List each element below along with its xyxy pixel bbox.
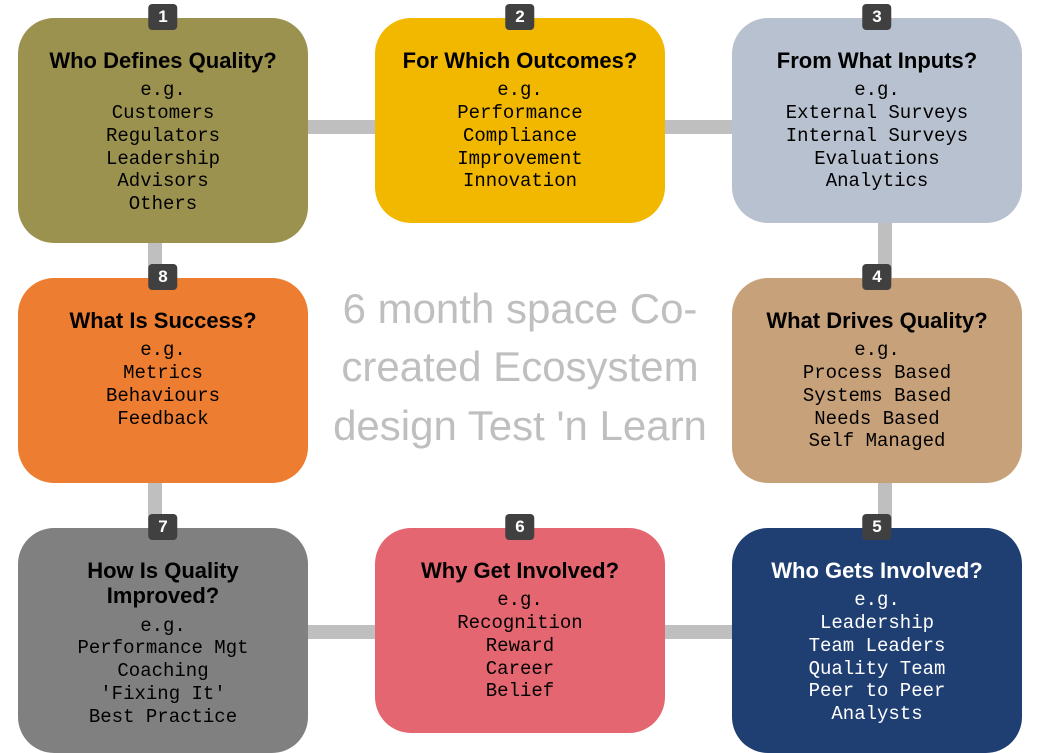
- box4-title: What Drives Quality?: [748, 308, 1006, 333]
- box4-examples: e.g. Process Based Systems Based Needs B…: [748, 339, 1006, 453]
- box2-title: For Which Outcomes?: [391, 48, 649, 73]
- box7: 7How Is Quality Improved?e.g. Performanc…: [18, 528, 308, 753]
- box5-number-badge: 5: [862, 514, 891, 540]
- box7-number-badge: 7: [148, 514, 177, 540]
- box7-examples: e.g. Performance Mgt Coaching 'Fixing It…: [34, 615, 292, 729]
- center-text: 6 month space Co-created Ecosystem desig…: [310, 279, 730, 455]
- box3-title: From What Inputs?: [748, 48, 1006, 73]
- box6: 6Why Get Involved?e.g. Recognition Rewar…: [375, 528, 665, 733]
- box3-number-badge: 3: [862, 4, 891, 30]
- box4-number-badge: 4: [862, 264, 891, 290]
- box5-title: Who Gets Involved?: [748, 558, 1006, 583]
- box1-title: Who Defines Quality?: [34, 48, 292, 73]
- box3-examples: e.g. External Surveys Internal Surveys E…: [748, 79, 1006, 193]
- box6-number-badge: 6: [505, 514, 534, 540]
- box6-examples: e.g. Recognition Reward Career Belief: [391, 589, 649, 703]
- box5-examples: e.g. Leadership Team Leaders Quality Tea…: [748, 589, 1006, 726]
- box2-examples: e.g. Performance Compliance Improvement …: [391, 79, 649, 193]
- box1-number-badge: 1: [148, 4, 177, 30]
- box8: 8What Is Success?e.g. Metrics Behaviours…: [18, 278, 308, 483]
- box8-examples: e.g. Metrics Behaviours Feedback: [34, 339, 292, 430]
- box2: 2For Which Outcomes?e.g. Performance Com…: [375, 18, 665, 223]
- box5: 5Who Gets Involved?e.g. Leadership Team …: [732, 528, 1022, 753]
- box1-examples: e.g. Customers Regulators Leadership Adv…: [34, 79, 292, 216]
- box7-title: How Is Quality Improved?: [34, 558, 292, 609]
- box4: 4What Drives Quality?e.g. Process Based …: [732, 278, 1022, 483]
- box8-title: What Is Success?: [34, 308, 292, 333]
- box8-number-badge: 8: [148, 264, 177, 290]
- box6-title: Why Get Involved?: [391, 558, 649, 583]
- box1: 1Who Defines Quality?e.g. Customers Regu…: [18, 18, 308, 243]
- box3: 3From What Inputs?e.g. External Surveys …: [732, 18, 1022, 223]
- box2-number-badge: 2: [505, 4, 534, 30]
